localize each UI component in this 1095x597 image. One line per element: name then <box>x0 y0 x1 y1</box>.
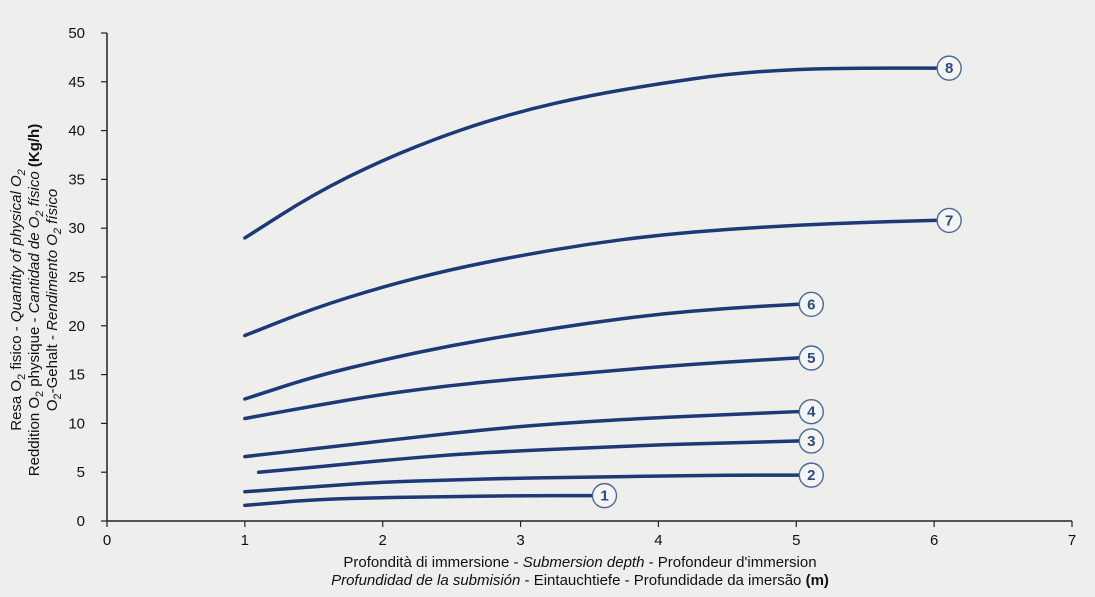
series-label-5: 5 <box>807 350 815 367</box>
series-label-circle-7 <box>936 207 962 234</box>
series-label-4: 4 <box>807 404 816 421</box>
series-label-6: 6 <box>807 296 815 313</box>
series-label-3: 3 <box>807 433 815 450</box>
y-tick-label: 45 <box>68 74 85 91</box>
x-tick-label: 0 <box>103 532 111 549</box>
y-tick-label: 50 <box>68 25 85 42</box>
y-tick-label: 0 <box>77 513 85 530</box>
series-label-circle-1 <box>591 482 618 509</box>
y-tick-label: 5 <box>77 464 85 481</box>
series-line-1 <box>243 493 592 508</box>
y-tick-label: 30 <box>68 220 85 237</box>
y-tick-label: 40 <box>68 123 85 140</box>
x-tick-label: 4 <box>654 532 662 549</box>
series-label-1: 1 <box>600 488 608 505</box>
y-tick-label: 35 <box>68 171 85 188</box>
series-line-3 <box>256 439 799 474</box>
series-label-7: 7 <box>945 212 953 229</box>
y-tick-label: 20 <box>68 318 85 335</box>
y-tick-label: 10 <box>68 415 85 432</box>
y-axis-title-line2: Reddition O2 physique - Cantidad de O2 f… <box>26 124 46 476</box>
y-axis-title: Resa O2 fisico - Quantity of physical O2… <box>8 124 64 476</box>
series-lines <box>243 66 936 508</box>
x-tick-label: 7 <box>1068 532 1076 549</box>
series-line-8 <box>243 66 936 240</box>
x-axis-title-line2: Profundidad de la submisión - Eintauchti… <box>331 572 829 589</box>
x-tick-label: 3 <box>516 532 524 549</box>
series-label-circle-8 <box>936 55 962 81</box>
series-label-circle-2 <box>798 462 824 488</box>
series-label-circle-3 <box>798 428 824 454</box>
x-tick-label: 5 <box>792 532 800 549</box>
y-axis-title-line3: O2-Gehalt - Rendimento O2 físico <box>44 189 64 411</box>
series-label-circle-4 <box>798 398 824 425</box>
series-line-4 <box>243 409 799 459</box>
series-line-7 <box>243 218 936 338</box>
y-tick-label: 25 <box>68 269 85 286</box>
series-label-circle-5 <box>798 345 824 371</box>
y-tick-label: 15 <box>68 367 85 384</box>
x-axis-title-line1: Profondità di immersione - Submersion de… <box>343 554 816 571</box>
series-line-6 <box>243 302 799 401</box>
series-label-8: 8 <box>945 60 953 77</box>
y-axis-title-line1: Resa O2 fisico - Quantity of physical O2 <box>8 169 28 431</box>
series-labels: 1 2 3 4 5 6 7 8 <box>589 55 962 509</box>
series-line-2 <box>243 473 799 494</box>
x-tick-label: 1 <box>241 532 249 549</box>
x-tick-label: 2 <box>379 532 387 549</box>
series-label-circle-6 <box>798 291 824 318</box>
x-tick-label: 6 <box>930 532 938 549</box>
series-line-5 <box>243 356 799 421</box>
series-label-2: 2 <box>807 467 815 484</box>
